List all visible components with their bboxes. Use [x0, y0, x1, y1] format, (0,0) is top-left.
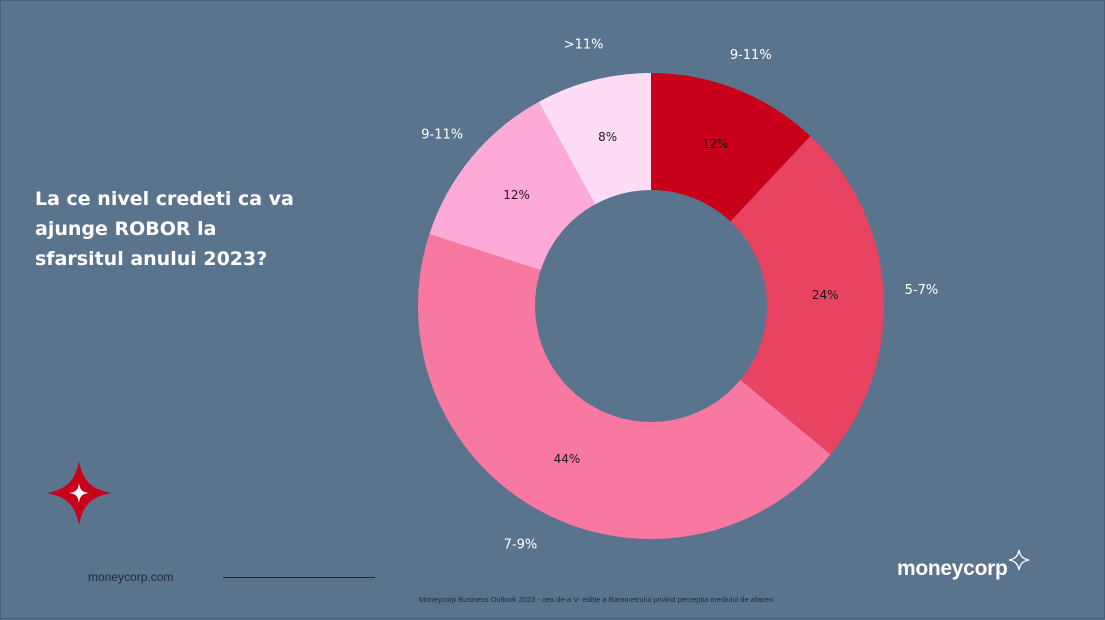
brand-star-icon — [1008, 549, 1030, 571]
slice-category-label-4: 9-11% — [421, 127, 463, 142]
slice-value-label-4: 12% — [503, 188, 530, 202]
slice-value-label-3: 44% — [554, 452, 581, 466]
footer-divider — [223, 577, 375, 578]
footnote: Moneycorp Business Outlook 2023 - cea de… — [419, 595, 774, 604]
slice-category-label-2: 5-7% — [905, 283, 939, 298]
donut-slice-3 — [418, 233, 831, 540]
question-title: La ce nivel credeti ca va ajunge ROBOR l… — [35, 188, 294, 270]
slice-category-label-3: 7-9% — [504, 537, 538, 552]
slice-value-label-2: 24% — [812, 288, 839, 302]
site-url: moneycorp.com — [88, 570, 174, 584]
donut-slice-2 — [730, 136, 884, 455]
donut-slice-4 — [429, 101, 596, 271]
slice-category-label-5: >11% — [564, 38, 604, 53]
brand-logo-text: moneycorp — [897, 557, 1008, 580]
donut-slice-1 — [651, 73, 811, 222]
slice-category-label-1: 9-11% — [730, 48, 772, 63]
red-star-logo-icon — [47, 461, 111, 525]
slice-value-label-1: 12% — [702, 137, 729, 151]
donut-slice-5 — [538, 73, 651, 205]
slice-value-label-5: 8% — [598, 130, 617, 144]
